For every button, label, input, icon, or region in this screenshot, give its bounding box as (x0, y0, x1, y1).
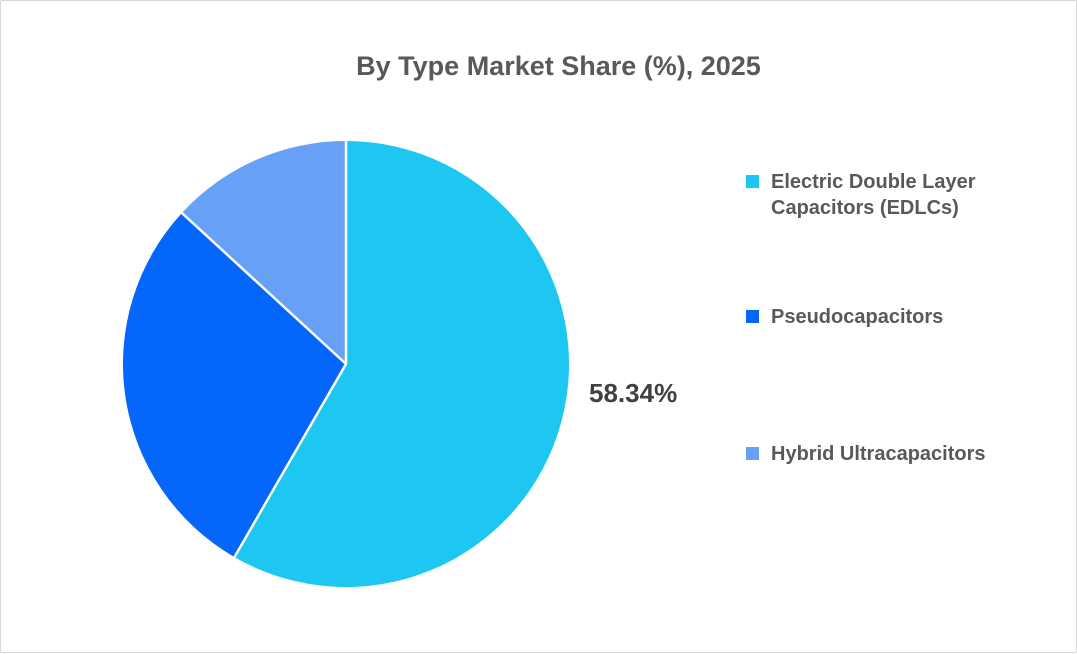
pie-chart-area (121, 139, 571, 589)
pie-chart (122, 141, 569, 587)
legend: Electric Double Layer Capacitors (EDLCs)… (746, 1, 1036, 654)
legend-swatch-pseudocapacitors-icon (746, 310, 759, 323)
legend-item-hybrid-ultracapacitors: Hybrid Ultracapacitors (746, 441, 1016, 467)
pie-slice-separator (181, 212, 347, 365)
legend-label-edlc: Electric Double Layer Capacitors (EDLCs) (771, 171, 976, 219)
legend-swatch-edlc-icon (746, 175, 759, 188)
pie-data-label-edlc: 58.34% (589, 378, 678, 408)
legend-label-pseudocapacitors: Pseudocapacitors (771, 306, 944, 328)
pie-slice-2 (181, 141, 346, 364)
legend-item-pseudocapacitors: Pseudocapacitors (746, 304, 1016, 330)
pie-slice-separator (233, 363, 348, 558)
pie-slice-1 (122, 212, 346, 558)
legend-label-hybrid-ultracapacitors: Hybrid Ultracapacitors (771, 443, 986, 465)
chart-title: By Type Market Share (%), 2025 (356, 51, 761, 81)
legend-item-edlc: Electric Double Layer Capacitors (EDLCs) (746, 169, 1016, 221)
legend-swatch-hybrid-ultracapacitors-icon (746, 447, 759, 460)
pie-slice-0 (234, 141, 569, 587)
